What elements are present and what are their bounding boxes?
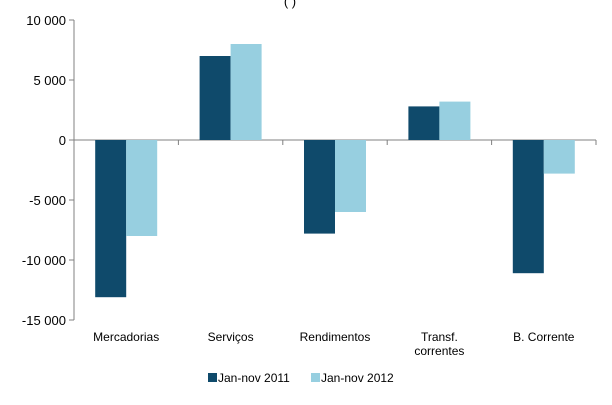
y-axis-labels: 10 000 5 000 0 -5 000 -10 000 -15 000 (22, 13, 66, 328)
y-tick-label: -10 000 (22, 253, 66, 268)
y-tick-label: -5 000 (29, 193, 66, 208)
bars (95, 44, 575, 298)
legend-swatch (311, 373, 320, 382)
bar (408, 106, 440, 140)
bar (199, 56, 231, 140)
x-axis-labels: Mercadorias Serviços Rendimentos Transf. cor… (93, 330, 575, 358)
bar (439, 101, 471, 140)
bar (304, 140, 335, 234)
y-tick-label: 0 (59, 133, 66, 148)
bar (95, 140, 127, 298)
axes (69, 19, 597, 321)
legend-swatch (208, 373, 217, 382)
bar (230, 44, 262, 140)
bar (335, 140, 366, 212)
legend-label: Jan-nov 2012 (321, 371, 394, 385)
bar (512, 140, 544, 274)
x-category-label: B. Corrente (513, 330, 575, 344)
x-category-label: Rendimentos (300, 330, 371, 344)
legend: Jan-nov 2011 Jan-nov 2012 (208, 371, 394, 385)
x-category-label: Mercadorias (93, 330, 159, 344)
chart-title: ( ) (284, 0, 296, 9)
y-tick-label: 5 000 (33, 73, 66, 88)
y-tick-label: 10 000 (26, 13, 66, 28)
x-category-label: Transf. correntes (414, 330, 464, 358)
x-category-label: Serviços (208, 330, 254, 344)
y-tick-label: -15 000 (22, 313, 66, 328)
bar (543, 140, 575, 174)
legend-label: Jan-nov 2011 (218, 371, 290, 385)
bar (126, 140, 158, 236)
